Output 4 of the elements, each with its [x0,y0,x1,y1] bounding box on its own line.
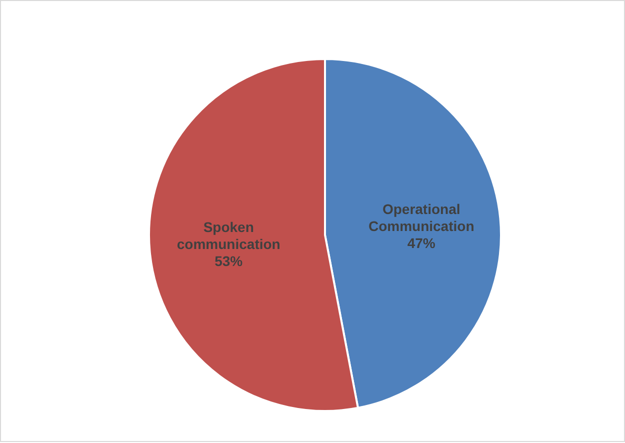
data-label: 53% [214,253,244,270]
slice-label: Operational Communication [368,200,474,234]
slice-label: Spoken communication [176,219,280,252]
data-label: 47% [407,234,436,251]
